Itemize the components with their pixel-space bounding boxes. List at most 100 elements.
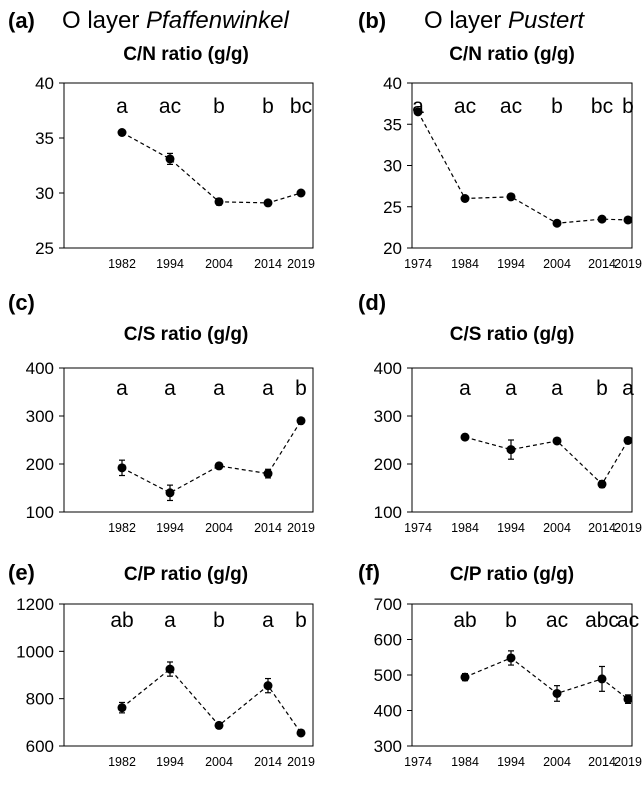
significance-letter: b [295,609,307,632]
panel-f: (f) C/P ratio (g/g) 300 400 500 600 700 1974 198… [358,560,642,769]
data-point [597,214,607,224]
series-line [417,111,629,224]
panel-label: (b) [358,8,386,33]
significance-letter: b [213,609,225,632]
x-tick-label: 2019 [287,257,315,271]
data-point [214,461,224,471]
y-tick-label: 700 [374,595,402,614]
x-tick-label: 2004 [205,257,233,271]
x-tick-label: 1994 [497,257,525,271]
series-line [121,668,302,734]
data-point [165,488,175,498]
y-tick-label: 100 [374,503,402,522]
series-line [121,131,302,204]
y-tick-label: 800 [26,690,54,709]
x-tick-label: 2004 [543,521,571,535]
data-point [165,154,175,164]
x-tick-label: 1994 [156,257,184,271]
y-tick-label: 25 [35,239,54,258]
chart-title: C/P ratio (g/g) [450,564,574,585]
significance-letter: b [213,95,225,118]
y-tick-label: 40 [383,74,402,93]
significance-letter: ac [500,95,522,118]
data-point [214,720,224,730]
data-point [623,215,633,225]
y-tick-label: 600 [374,631,402,650]
y-tick-label: 300 [374,407,402,426]
significance-letter: a [164,377,176,400]
y-tick-label: 400 [374,359,402,378]
y-tick-label: 300 [374,737,402,756]
plot-frame [63,82,314,249]
data-point [597,674,607,684]
y-tick-label: 40 [35,74,54,93]
x-tick-label: 1974 [404,521,432,535]
significance-letter: a [262,377,274,400]
x-tick-label: 2004 [543,257,571,271]
data-point [413,107,423,117]
y-tick-label: 500 [374,666,402,685]
x-tick-label: 2019 [614,755,642,769]
significance-letter: a [551,377,563,400]
x-tick-label: 2019 [614,257,642,271]
y-tick-label: 200 [26,455,54,474]
x-tick-label: 1974 [404,755,432,769]
significance-letter: a [213,377,225,400]
significance-letter: bc [290,95,312,118]
y-tick-label: 1200 [16,595,54,614]
x-tick-label: 2004 [205,755,233,769]
plot-frame [63,603,314,747]
x-tick-label: 2019 [287,755,315,769]
panel-e: (e) C/P ratio (g/g) 600 800 1000 1200 1982 1994… [8,560,315,769]
significance-letter: a [116,377,128,400]
chart-title: C/N ratio (g/g) [123,44,249,65]
right-column-title: O layer Pustert [424,7,585,34]
x-tick-label: 1994 [156,755,184,769]
y-tick-label: 20 [383,239,402,258]
x-tick-label: 1994 [156,521,184,535]
y-tick-label: 400 [26,359,54,378]
x-tick-label: 1984 [451,755,479,769]
panel-label: (f) [358,560,380,585]
data-point [552,218,562,228]
panel-label: (e) [8,560,35,585]
plot-frame [63,367,314,513]
series-line [121,420,302,494]
data-point [552,436,562,446]
panel-a: (a) C/N ratio (g/g) 25 30 35 40 1982 1994 2004 20… [8,8,315,271]
x-tick-label: 2014 [254,521,282,535]
data-point [597,479,607,489]
x-tick-label: 2019 [614,521,642,535]
significance-letter: b [505,609,517,632]
significance-letter: ab [453,609,476,632]
y-tick-label: 30 [383,157,402,176]
data-point [460,432,470,442]
x-tick-label: 1982 [108,755,136,769]
chart-title: C/N ratio (g/g) [449,44,575,65]
data-point [214,197,224,207]
x-tick-label: 1982 [108,257,136,271]
data-point [552,688,562,698]
x-tick-label: 1974 [404,257,432,271]
significance-letter: b [551,95,563,118]
chart-panels: (a) C/N ratio (g/g) 25 30 35 40 1982 1994 2004 20… [8,8,642,769]
panel-d: (d) C/S ratio (g/g) 100 200 300 400 1974 1984 19… [358,290,642,535]
significance-letter: a [116,95,128,118]
data-point [263,681,273,691]
data-point [623,694,633,704]
significance-letter: abc [585,609,619,632]
panel-label: (c) [8,290,35,315]
x-tick-label: 1994 [497,521,525,535]
y-tick-label: 600 [26,737,54,756]
x-tick-label: 2004 [543,755,571,769]
data-point [460,194,470,203]
data-point [263,198,273,208]
data-point [263,469,273,479]
significance-letter: a [164,609,176,632]
data-point [623,435,633,445]
significance-letter: b [262,95,274,118]
x-tick-label: 1984 [451,257,479,271]
significance-letter: b [596,377,608,400]
x-tick-label: 2004 [205,521,233,535]
